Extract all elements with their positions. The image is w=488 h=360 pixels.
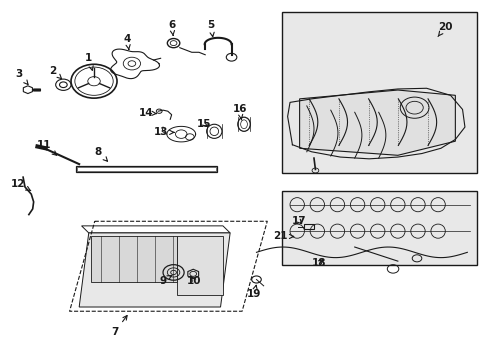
Text: 15: 15	[196, 118, 211, 129]
Polygon shape	[299, 90, 454, 155]
Polygon shape	[177, 237, 223, 294]
Text: 17: 17	[291, 216, 305, 226]
Bar	[76, 166, 217, 172]
Text: 11: 11	[37, 140, 57, 155]
Text: 8: 8	[95, 147, 107, 161]
Text: 4: 4	[123, 34, 130, 50]
Polygon shape	[79, 233, 230, 307]
Text: 21: 21	[273, 231, 293, 242]
Text: 19: 19	[246, 285, 261, 298]
Circle shape	[399, 97, 428, 118]
Text: 10: 10	[186, 275, 201, 285]
Text: 18: 18	[311, 258, 326, 268]
Text: 1: 1	[85, 53, 93, 70]
Text: 13: 13	[153, 127, 174, 138]
Text: 14: 14	[139, 108, 156, 118]
Bar	[281, 12, 476, 173]
Bar	[304, 224, 313, 229]
Text: 6: 6	[168, 20, 175, 35]
Bar	[281, 190, 476, 265]
Text: 2: 2	[49, 66, 61, 79]
Text: 12: 12	[11, 179, 31, 191]
Text: 5: 5	[207, 20, 214, 37]
Text: 3: 3	[16, 69, 28, 85]
Text: 20: 20	[437, 22, 452, 36]
Polygon shape	[91, 237, 177, 282]
Text: 9: 9	[159, 275, 172, 285]
Text: 7: 7	[111, 315, 127, 337]
Text: 16: 16	[232, 104, 246, 120]
Bar	[77, 167, 215, 171]
